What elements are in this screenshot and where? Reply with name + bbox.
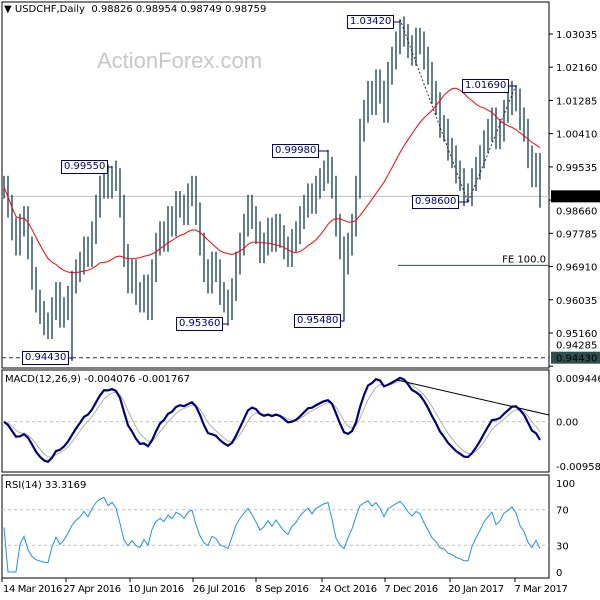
annotation-label: 0.95360 bbox=[176, 317, 224, 331]
macd-tick-label: 0.00 bbox=[556, 418, 578, 429]
rsi-pane bbox=[1, 474, 550, 579]
annotation-label: 0.94430 bbox=[22, 351, 70, 365]
low-value: 0.98749 bbox=[180, 4, 222, 15]
y-tick-label: 0.99535 bbox=[556, 163, 597, 174]
x-tick-label: 10 Jun 2016 bbox=[128, 584, 184, 595]
macd-pane bbox=[1, 369, 550, 473]
x-tick-label: 14 Mar 2016 bbox=[3, 584, 62, 595]
x-tick-label: 24 Oct 2016 bbox=[319, 584, 376, 595]
current-price-tag-label: 0.98759 bbox=[556, 192, 597, 203]
y-tick-label: 1.00410 bbox=[556, 130, 597, 141]
y-tick-label: 1.01285 bbox=[556, 96, 597, 107]
level-price-tag-label: 0.94430 bbox=[556, 354, 597, 365]
chart-header: ▼ USDCHF,Daily 0.98826 0.98954 0.98749 0… bbox=[4, 4, 266, 15]
fe-label: FE 100.0 bbox=[502, 254, 546, 265]
y-tick-label: 0.96910 bbox=[556, 263, 597, 274]
watermark: ActionForex.com bbox=[97, 48, 263, 73]
current-price-tag bbox=[551, 190, 600, 203]
x-tick-label: 27 Apr 2016 bbox=[63, 584, 120, 595]
level-price-tag bbox=[551, 351, 600, 364]
x-tick-label: 7 Dec 2016 bbox=[384, 584, 438, 595]
rsi-line bbox=[3, 496, 541, 573]
rsi-tick-label: 0 bbox=[556, 568, 562, 579]
y-tick-label: 0.96035 bbox=[556, 296, 597, 307]
annotation-label: 0.98600 bbox=[412, 195, 460, 209]
x-tick-label: 20 Jan 2017 bbox=[448, 584, 504, 595]
macd-tick-label: 0.009446 bbox=[556, 374, 600, 385]
dropdown-triangle-icon[interactable]: ▼ bbox=[4, 4, 15, 15]
macd-line bbox=[3, 376, 541, 464]
annotation-label: 1.03420 bbox=[347, 15, 395, 29]
y-tick-label: 1.02160 bbox=[556, 63, 597, 74]
x-tick-label: 8 Sep 2016 bbox=[255, 584, 308, 595]
y-tick-label: 0.97785 bbox=[556, 229, 597, 240]
y-tick-label: 0.98660 bbox=[556, 206, 597, 217]
y-tick-label: 0.95160 bbox=[556, 329, 597, 340]
macd-trendline bbox=[396, 379, 550, 416]
annotation-label: 0.95480 bbox=[294, 314, 342, 328]
symbol-label: USDCHF,Daily bbox=[14, 4, 85, 15]
high-value: 0.98954 bbox=[135, 4, 178, 15]
y-tick-label: 1.03035 bbox=[556, 30, 597, 41]
close-value: 0.98759 bbox=[224, 4, 267, 15]
fibonacci-projection-line bbox=[399, 19, 517, 204]
y-tick-label: 0.94285 bbox=[556, 341, 597, 352]
rsi-tick-label: 30 bbox=[556, 541, 569, 552]
price-pane bbox=[1, 1, 550, 369]
macd-tick-label: -0.009588 bbox=[556, 462, 600, 473]
open-value: 0.98826 bbox=[91, 4, 133, 15]
moving-average-line bbox=[3, 87, 541, 274]
annotation-label: 0.99980 bbox=[272, 144, 320, 158]
rsi-tick-label: 100 bbox=[556, 479, 575, 490]
annotation-label: 1.01690 bbox=[462, 79, 510, 93]
x-tick-label: 7 Mar 2017 bbox=[514, 584, 567, 595]
annotation-label: 0.99550 bbox=[61, 160, 109, 174]
rsi-title: RSI(14) 33.3169 bbox=[5, 480, 86, 491]
macd-title: MACD(12,26,9) -0.004076 -0.001767 bbox=[5, 374, 190, 385]
rsi-tick-label: 70 bbox=[556, 506, 569, 517]
x-tick-label: 26 Jul 2016 bbox=[193, 584, 245, 595]
macd-signal-line bbox=[3, 379, 541, 458]
